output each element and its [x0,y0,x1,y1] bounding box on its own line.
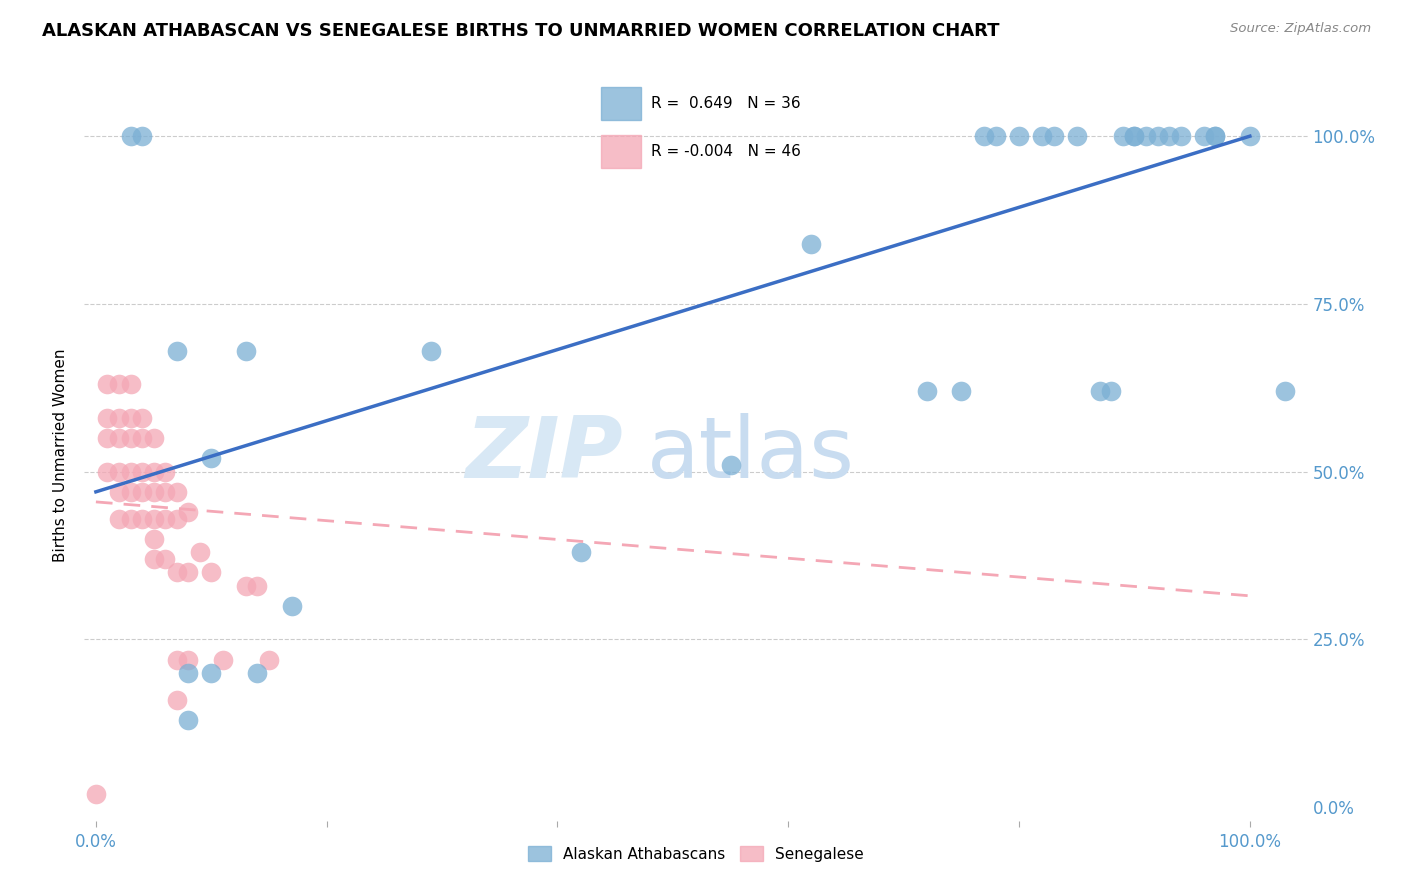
Point [153,511,176,525]
Point [131,465,153,479]
Point [200,566,222,580]
Text: R =  0.649   N = 36: R = 0.649 N = 36 [651,96,801,111]
Point [108,377,131,392]
Point [153,465,176,479]
Point [166,511,188,525]
Point [1031,129,1053,144]
Point [142,511,165,525]
Point [120,129,142,144]
Point [142,532,165,546]
Point [1088,384,1111,399]
Point [120,511,142,525]
Point [1204,129,1226,144]
Point [211,652,233,666]
Point [1042,129,1064,144]
Point [246,579,269,593]
Point [973,129,995,144]
Point [1112,129,1135,144]
Point [120,411,142,425]
Point [1135,129,1157,144]
Y-axis label: Births to Unmarried Women: Births to Unmarried Women [53,348,69,562]
Point [120,484,142,499]
Point [177,566,200,580]
Point [200,665,222,680]
Legend: Alaskan Athabascans, Senegalese: Alaskan Athabascans, Senegalese [522,839,870,868]
Point [1159,129,1181,144]
Point [120,431,142,445]
Point [235,579,257,593]
Point [1274,384,1296,399]
Point [166,693,188,707]
Point [1204,129,1226,144]
Point [120,465,142,479]
Point [153,484,176,499]
Point [142,484,165,499]
Point [84,787,107,801]
Point [108,484,131,499]
Point [142,431,165,445]
Point [419,343,441,358]
Point [800,236,823,251]
Point [142,465,165,479]
Point [1170,129,1192,144]
Point [108,431,131,445]
Point [131,411,153,425]
Point [177,505,200,519]
Point [96,465,118,479]
Point [1239,129,1261,144]
Point [720,458,742,472]
Point [950,384,973,399]
Point [120,377,142,392]
Bar [600,87,641,120]
Point [153,552,176,566]
Point [1123,129,1146,144]
Point [96,431,118,445]
Point [984,129,1007,144]
Point [246,665,269,680]
Text: atlas: atlas [647,413,855,497]
Point [131,431,153,445]
Point [1192,129,1215,144]
Point [131,511,153,525]
Text: Source: ZipAtlas.com: Source: ZipAtlas.com [1230,22,1371,36]
Point [1146,129,1168,144]
Point [257,652,280,666]
Point [166,484,188,499]
Point [188,545,211,559]
Point [166,566,188,580]
Point [1099,384,1122,399]
Point [235,343,257,358]
Point [166,343,188,358]
Point [177,665,200,680]
Point [1066,129,1088,144]
Text: ZIP: ZIP [465,413,623,497]
Point [131,129,153,144]
Text: R = -0.004   N = 46: R = -0.004 N = 46 [651,145,801,160]
Point [142,552,165,566]
Bar [600,136,641,168]
Point [200,451,222,466]
Point [177,713,200,727]
Point [281,599,304,613]
Point [569,545,592,559]
Point [131,484,153,499]
Point [108,465,131,479]
Point [96,377,118,392]
Point [177,652,200,666]
Point [1123,129,1146,144]
Point [108,511,131,525]
Point [96,411,118,425]
Point [915,384,938,399]
Point [166,652,188,666]
Point [1008,129,1031,144]
Text: ALASKAN ATHABASCAN VS SENEGALESE BIRTHS TO UNMARRIED WOMEN CORRELATION CHART: ALASKAN ATHABASCAN VS SENEGALESE BIRTHS … [42,22,1000,40]
Point [108,411,131,425]
